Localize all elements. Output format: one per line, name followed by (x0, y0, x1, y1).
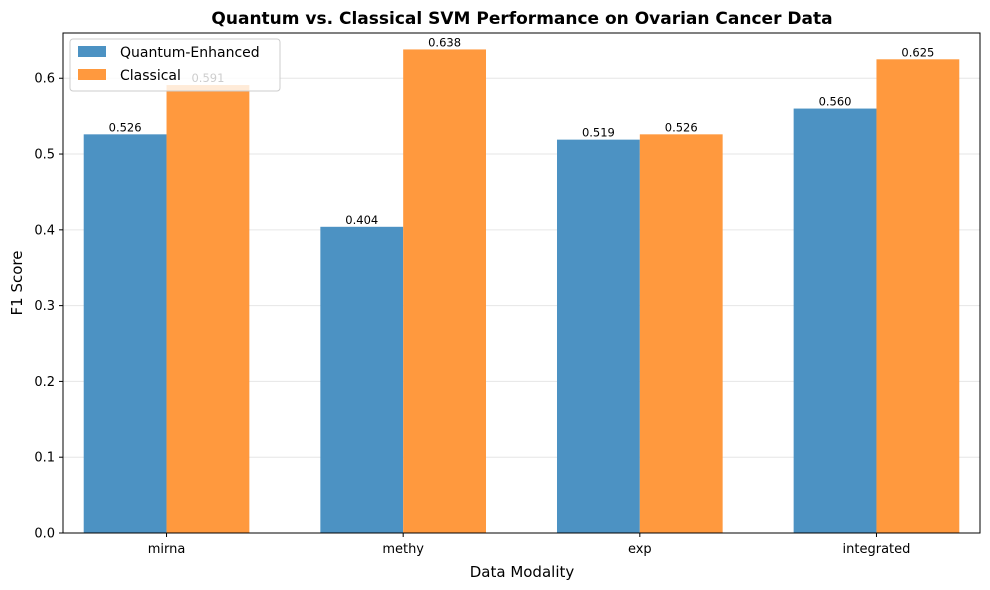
y-tick-label: 0.0 (34, 527, 55, 542)
bars (83, 49, 960, 534)
y-axis-ticks: 0.0 0.1 0.2 0.3 0.4 0.5 0.6 (34, 72, 63, 542)
x-axis-label: Data Modality (470, 563, 575, 581)
x-axis-ticks: mirna methy exp integrated (148, 533, 911, 557)
legend-box (69, 38, 281, 92)
y-tick-label: 0.2 (34, 375, 55, 390)
x-tick-label: methy (382, 542, 424, 557)
y-tick-label: 0.1 (34, 451, 55, 466)
bar-value-label: 0.519 (582, 126, 615, 140)
bar-classical-methy (403, 49, 487, 533)
bar-quantum-enhanced-integrated (793, 108, 877, 534)
legend-label: Classical (120, 68, 181, 84)
bar-value-label: 0.625 (901, 45, 934, 59)
y-tick-label: 0.5 (34, 148, 55, 163)
y-tick-label: 0.4 (34, 223, 55, 238)
x-tick-label: exp (628, 542, 652, 557)
bar-quantum-enhanced-methy (320, 226, 404, 533)
y-tick-label: 0.6 (34, 72, 55, 87)
y-axis-label: F1 Score (8, 251, 26, 316)
y-tick-label: 0.3 (34, 299, 55, 314)
bar-value-label: 0.526 (109, 120, 142, 134)
legend-swatch (78, 69, 106, 80)
bar-classical-exp (639, 134, 723, 534)
bar-quantum-enhanced-exp (556, 139, 640, 533)
bar-classical-integrated (876, 59, 960, 533)
x-tick-label: mirna (148, 542, 186, 557)
bar-classical-mirna (166, 85, 250, 533)
legend-swatch (78, 46, 106, 57)
bar-value-label: 0.560 (819, 95, 852, 109)
x-tick-label: integrated (843, 542, 911, 557)
bar-quantum-enhanced-mirna (83, 134, 167, 534)
bar-value-label: 0.526 (665, 120, 698, 134)
legend-label: Quantum-Enhanced (120, 45, 260, 61)
bar-value-label: 0.638 (428, 35, 461, 49)
chart-title: Quantum vs. Classical SVM Performance on… (211, 9, 832, 29)
plot-frame (62, 32, 981, 534)
legend: Quantum-Enhanced Classical (69, 38, 281, 92)
bar-value-label: 0.404 (345, 213, 378, 227)
